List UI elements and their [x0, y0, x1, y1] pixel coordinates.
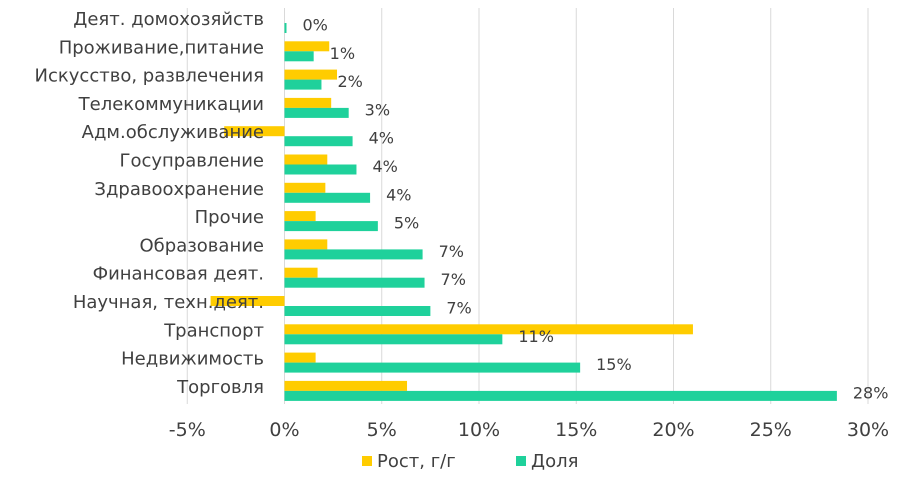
category-label: Проживание,питание — [59, 37, 264, 58]
data-label-share: 15% — [596, 355, 632, 374]
legend: Рост, г/г Доля — [362, 451, 578, 472]
legend-label: Рост, г/г — [377, 451, 456, 472]
x-tick-label: 0% — [269, 419, 299, 441]
category-label: Адм.обслуживание — [82, 122, 264, 143]
bar-growth — [284, 267, 318, 278]
bar-share — [284, 23, 287, 33]
bar-share — [284, 192, 371, 203]
bar-share — [284, 362, 581, 373]
x-axis-tick-labels: -5% 0% 5% 10% 15% 20% 25% 30% — [169, 419, 889, 441]
data-label-share: 7% — [439, 242, 464, 261]
category-label: Деят. домохозяйств — [73, 9, 264, 30]
category-label: Госуправление — [120, 151, 265, 172]
category-label: Телекоммуникации — [78, 94, 264, 115]
bar-growth — [210, 296, 285, 306]
x-tick-label: 20% — [652, 419, 694, 441]
category-label: Финансовая деят. — [93, 264, 264, 285]
category-label: Транспорт — [163, 320, 264, 341]
category-label: Здравоохранение — [94, 179, 264, 200]
x-tick-label: 15% — [555, 419, 597, 441]
bar-share — [284, 306, 431, 316]
bar-growth — [284, 69, 338, 80]
bar-share — [284, 390, 837, 401]
bar-share — [284, 164, 357, 175]
bar-share — [284, 249, 423, 260]
data-label-share: 3% — [365, 100, 390, 119]
x-tick-label: 5% — [367, 419, 397, 441]
legend-swatch — [362, 456, 372, 466]
data-label-share: 4% — [386, 185, 411, 204]
bar-growth — [284, 182, 326, 193]
data-label-share: 1% — [330, 44, 355, 63]
legend-swatch — [516, 456, 526, 466]
data-label-share: 4% — [369, 129, 394, 148]
category-label: Искусство, развлечения — [35, 66, 264, 87]
bar-growth — [284, 380, 408, 391]
bar-growth — [284, 211, 316, 222]
bar-growth — [284, 97, 332, 108]
bar-growth — [284, 239, 328, 250]
category-label: Прочие — [195, 207, 264, 228]
legend-label: Доля — [531, 451, 578, 472]
x-tick-label: 30% — [847, 419, 889, 441]
bar-share — [284, 136, 353, 147]
bar-share — [284, 277, 425, 288]
category-labels: Деят. домохозяйств Проживание,питание Иску… — [35, 9, 264, 398]
data-label-share: 5% — [394, 214, 419, 233]
data-labels: 0%1% 2%3% 4% 4% 4% 5% 7% 7% 7% 11% 15% 28% — [302, 16, 888, 403]
data-label-share: 28% — [853, 383, 889, 402]
data-label-share: 4% — [372, 157, 397, 176]
bar-share — [284, 107, 349, 118]
data-label-share: 2% — [337, 72, 362, 91]
x-tick-label: 10% — [458, 419, 500, 441]
category-label: Торговля — [176, 377, 264, 398]
bar-share — [284, 51, 314, 62]
bar-growth — [284, 352, 316, 363]
bar-growth — [284, 324, 693, 335]
bar-share — [284, 79, 322, 90]
x-tick-label: -5% — [169, 419, 206, 441]
bar-share — [284, 221, 378, 232]
bars — [210, 23, 837, 401]
category-label: Научная, техн.деят. — [73, 292, 264, 313]
bar-growth — [284, 41, 330, 52]
bar-share — [284, 334, 503, 345]
data-label-share: 0% — [302, 16, 327, 35]
category-label: Образование — [140, 235, 265, 256]
x-tick-label: 25% — [750, 419, 792, 441]
data-label-share: 7% — [441, 270, 466, 289]
data-label-share: 7% — [446, 299, 471, 318]
bar-growth — [284, 154, 328, 165]
category-label: Недвижимость — [121, 349, 264, 370]
bar-growth — [224, 126, 285, 137]
data-label-share: 11% — [518, 327, 554, 346]
